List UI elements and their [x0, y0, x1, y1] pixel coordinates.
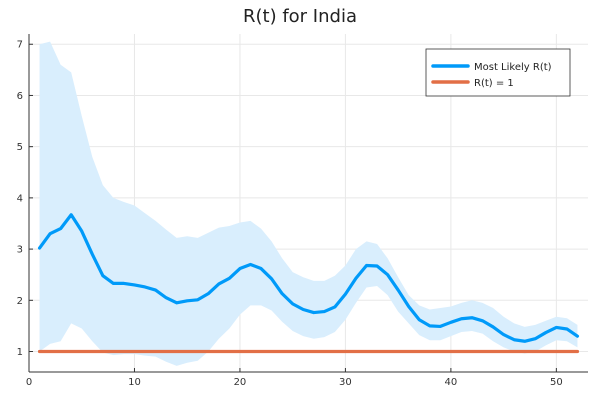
y-tick-label: 4 — [17, 193, 23, 204]
x-tick-label: 50 — [550, 377, 563, 388]
x-tick-label: 40 — [445, 377, 458, 388]
axes — [28, 34, 588, 373]
credible-interval-band — [39, 41, 578, 366]
legend: Most Likely R(t) R(t) = 1 — [425, 48, 571, 97]
y-tick-label: 5 — [17, 142, 23, 153]
y-tick-label: 7 — [17, 40, 23, 51]
y-tick-label: 3 — [17, 245, 23, 256]
y-tick-label: 1 — [17, 347, 23, 358]
x-tick-label: 10 — [128, 377, 141, 388]
y-tick-label: 6 — [17, 91, 23, 102]
x-tick-label: 20 — [234, 377, 247, 388]
chart-title: R(t) for India — [243, 6, 357, 27]
series-lines — [37, 213, 580, 354]
x-tick-label: 30 — [339, 377, 352, 388]
series-line-most-likely — [37, 213, 580, 343]
interval-band-area — [39, 41, 578, 366]
tick-labels: 0 10 20 30 40 50 1 2 3 4 5 6 7 — [17, 40, 563, 388]
legend-box — [425, 48, 571, 97]
legend-label-most-likely: Most Likely R(t) — [474, 62, 552, 73]
legend-label-r-equals-one: R(t) = 1 — [474, 78, 514, 89]
y-tick-label: 2 — [17, 296, 23, 307]
x-tick-label: 0 — [26, 377, 32, 388]
